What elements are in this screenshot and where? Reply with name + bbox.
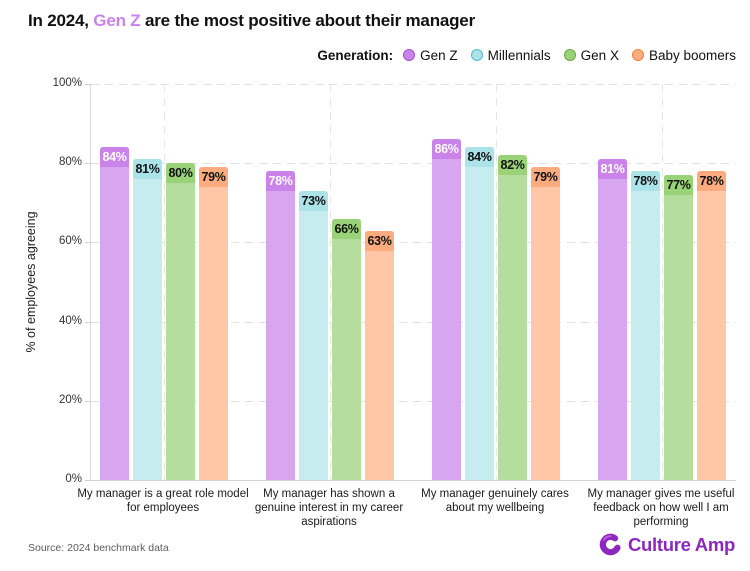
culture-amp-logo-icon [599, 533, 622, 556]
y-tick-mark [85, 321, 91, 323]
gridline-v [164, 84, 165, 480]
y-tick-label: 60% [58, 235, 82, 248]
y-tick-label: 0% [65, 473, 82, 485]
gridline-v [496, 84, 497, 480]
title-prefix: In 2024, [28, 11, 94, 30]
bar-value-label: 86% [432, 139, 461, 160]
gridline-h [91, 163, 736, 165]
bar-value-label: 79% [199, 167, 228, 188]
gridline-v [330, 84, 331, 480]
y-tick-label: 20% [58, 393, 82, 406]
bar-value-label: 63% [365, 230, 394, 251]
bar-group: 86% 84% 82% 79% [432, 84, 560, 480]
gridline-h [91, 400, 736, 402]
y-tick-label: 100% [52, 77, 82, 89]
bar-value-label: 66% [332, 218, 361, 239]
bar-baby-boomers: 79% [531, 167, 560, 480]
gridline-h [91, 321, 736, 323]
source-note: Source: 2024 benchmark data [28, 542, 169, 554]
bar-gen-z: 84% [100, 147, 129, 480]
legend-item: Baby boomers [631, 47, 736, 63]
bar-value-label: 84% [465, 147, 494, 168]
bar-value-label: 78% [266, 171, 295, 192]
bar-gen-z: 86% [432, 139, 461, 480]
legend-item-label: Millennials [487, 47, 551, 63]
legend-item-label: Gen Z [420, 47, 458, 63]
y-tick-mark [85, 163, 91, 165]
category-label: My manager has shown a genuine interest … [254, 488, 404, 529]
bar-value-label: 77% [664, 175, 693, 196]
legend-swatch-gen-x-icon [563, 49, 576, 61]
bar-gen-z: 81% [598, 159, 627, 480]
bar-value-label: 73% [299, 190, 328, 211]
category-label: My manager genuinely cares about my well… [421, 488, 569, 515]
bar-millennials: 73% [299, 190, 328, 480]
bar-gen-x: 77% [664, 175, 693, 480]
title-highlight-gen-z: Gen Z [93, 11, 141, 30]
legend-item: Millennials [470, 47, 551, 63]
bar-value-label: 84% [100, 147, 129, 168]
bar-baby-boomers: 63% [365, 230, 394, 480]
bar-value-label: 81% [133, 159, 162, 180]
category-label: My manager gives me useful feedback on h… [587, 488, 735, 529]
y-tick-label: 80% [58, 156, 82, 169]
brand-name: Culture Amp [627, 533, 735, 555]
title-suffix: are the most positive about their manage… [140, 11, 475, 30]
legend-swatch-millennials-icon [470, 49, 483, 61]
legend-swatch-gen-z-icon [403, 49, 416, 61]
y-tick-mark [85, 242, 91, 244]
plot-area: 84% 81% 80% 79% 78% 73% 66% 63% 86% 84% 82% 79% 81% 7… [90, 84, 736, 481]
bar-group: 84% 81% 80% 79% [100, 84, 228, 480]
bar-value-label: 78% [631, 171, 660, 192]
bar-baby-boomers: 79% [199, 167, 228, 480]
legend-item-label: Baby boomers [648, 47, 736, 63]
legend-title: Generation: [317, 47, 394, 63]
bar-gen-x: 80% [166, 163, 195, 480]
bar-millennials: 84% [465, 147, 494, 480]
y-axis-title: % of employees agreeing [24, 211, 38, 353]
legend-item: Gen Z [403, 48, 458, 63]
bar-group: 81% 78% 77% 78% [598, 84, 726, 480]
bar-value-label: 79% [531, 167, 560, 188]
gridline-h [91, 242, 736, 244]
bar-group: 78% 73% 66% 63% [266, 84, 394, 480]
bar-value-label: 82% [498, 155, 527, 176]
bar-gen-x: 82% [498, 155, 527, 480]
y-tick-label: 40% [58, 314, 82, 327]
y-tick-mark [85, 400, 91, 402]
bar-gen-z: 78% [266, 171, 295, 480]
bar-value-label: 80% [166, 163, 195, 184]
bar-baby-boomers: 78% [697, 171, 726, 480]
category-label: My manager is a great role model for emp… [77, 488, 249, 515]
legend-item: Gen X [563, 47, 619, 63]
legend: Generation: Gen Z Millennials Gen X Baby bo… [317, 45, 736, 65]
bar-gen-x: 66% [332, 218, 361, 480]
legend-item-label: Gen X [580, 47, 619, 63]
page-title: In 2024, Gen Z are the most positive abo… [28, 11, 475, 31]
legend-swatch-baby-boomers-icon [631, 49, 644, 61]
bar-millennials: 81% [133, 159, 162, 480]
brand-logo: Culture Amp [599, 533, 735, 556]
bar-millennials: 78% [631, 171, 660, 480]
bar-value-label: 78% [697, 171, 726, 192]
gridline-v [662, 84, 663, 480]
y-tick-mark [85, 84, 91, 85]
bar-value-label: 81% [598, 159, 627, 180]
y-tick-mark [85, 480, 91, 481]
gridline-h [91, 84, 736, 85]
